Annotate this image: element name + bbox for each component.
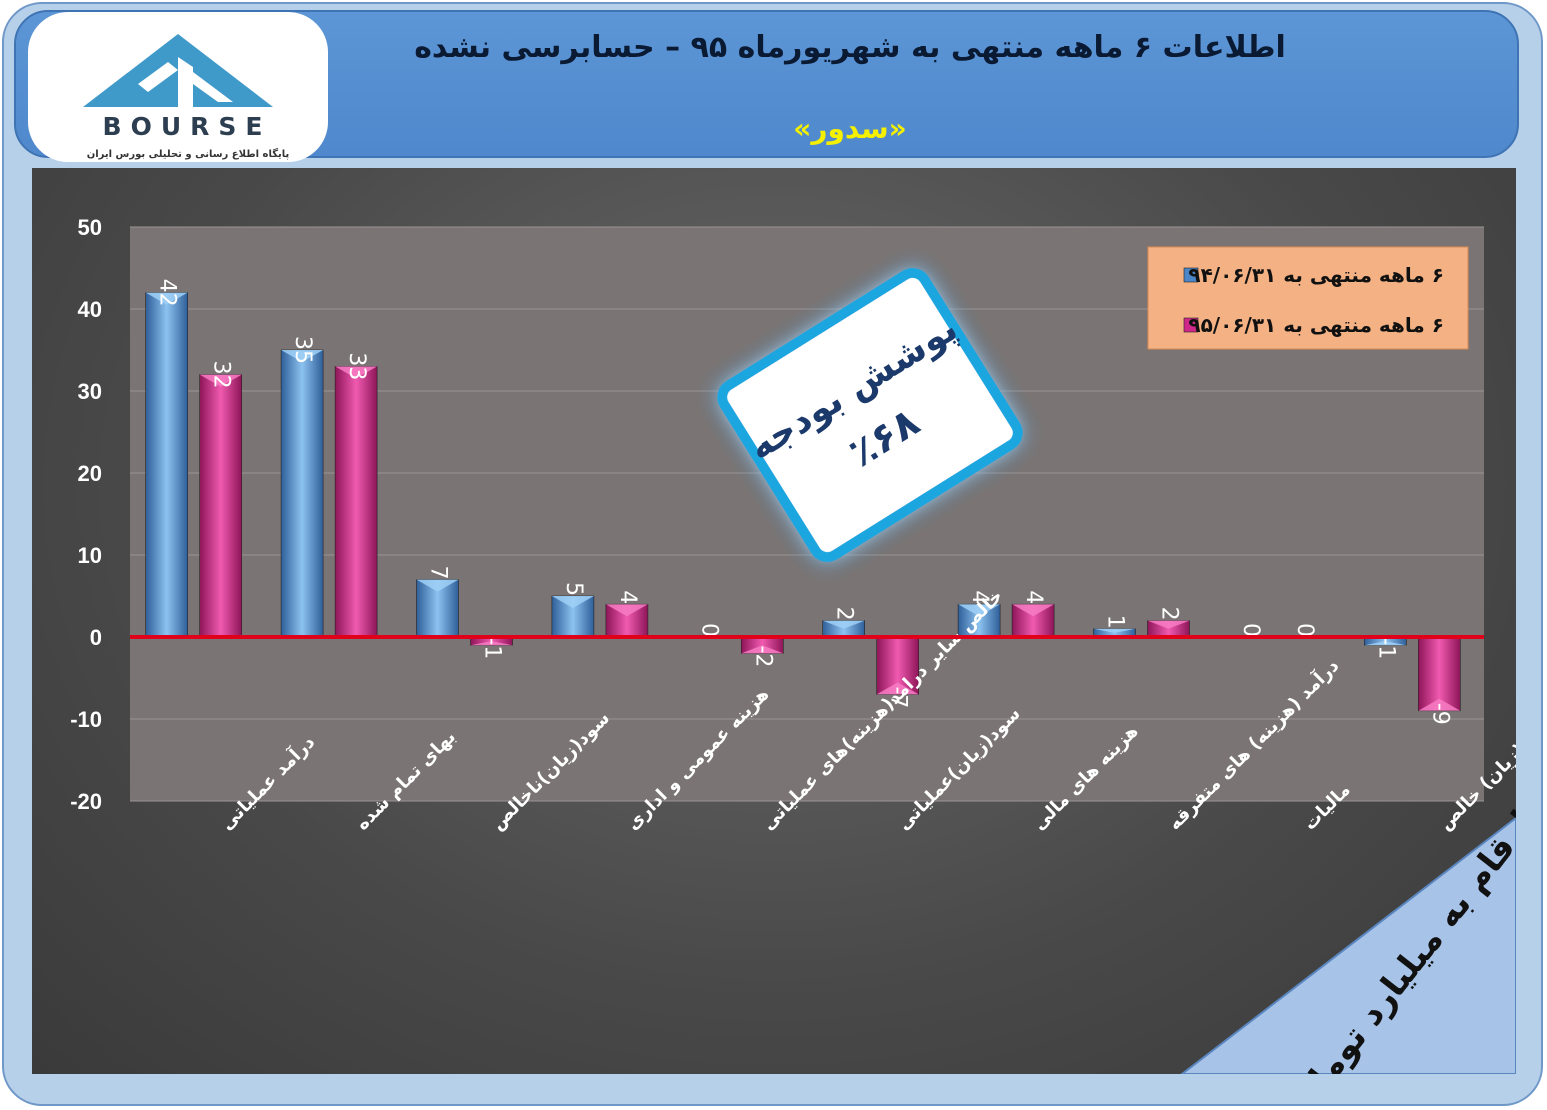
data-label: 1 <box>1103 615 1128 629</box>
data-label: 5 <box>561 582 586 596</box>
badge-box <box>717 267 1023 563</box>
legend-entry: ۶ ماهه منتهی به ۹۴/۰۶/۳۱ <box>1188 263 1444 287</box>
bar-bevel <box>822 620 865 629</box>
bar-bevel <box>1364 641 1407 646</box>
data-label: 4 <box>967 590 992 604</box>
logo-wordmark: BOURSE <box>102 112 272 141</box>
bar <box>957 603 1001 638</box>
data-label: -1 <box>1373 637 1398 659</box>
bar-bevel <box>1093 628 1136 633</box>
bar-bevel <box>470 641 513 646</box>
data-label: 35 <box>290 336 315 364</box>
data-label: 32 <box>209 361 234 389</box>
data-label: 0 <box>1292 623 1317 637</box>
bar-bevel <box>551 596 594 608</box>
bar-bevel <box>199 374 242 387</box>
logo-tagline: پایگاه اطلاع رسانی و تحلیلی بورس ایران <box>86 149 290 160</box>
page-title: اطلاعات ۶ ماهه منتهی به شهریورماه ۹۵ – ح… <box>414 30 1286 65</box>
data-label: 2 <box>1157 607 1182 621</box>
y-tick-label: 40 <box>78 297 102 322</box>
data-label: -2 <box>750 645 775 667</box>
data-label: 33 <box>344 352 369 380</box>
data-label: 4 <box>1021 590 1046 604</box>
budget-badge: پوشش بودجه٪۶۸ <box>717 267 1023 563</box>
data-label: 0 <box>1238 623 1263 637</box>
bar <box>1418 636 1461 712</box>
chart-area: 50 40 30 20 10 0 -10 -20 42 35 7 5 0 2 4 1 0 -1 32 33 -1 4 -2… <box>32 168 1516 1074</box>
bar <box>334 366 378 638</box>
bar-bevel <box>958 604 1001 617</box>
data-label: 7 <box>426 566 451 580</box>
data-label: 0 <box>696 623 721 637</box>
data-label: -1 <box>480 637 505 659</box>
bar-bevel <box>741 645 784 654</box>
units-banner <box>1180 816 1516 1074</box>
bar <box>280 349 324 638</box>
data-label: -7 <box>886 686 911 708</box>
bar-bevel <box>416 579 459 592</box>
y-tick-label: 50 <box>78 215 102 240</box>
bar <box>145 292 188 638</box>
bar-bevel <box>335 366 378 379</box>
data-label: -9 <box>1427 703 1452 725</box>
data-label: 4 <box>615 590 640 604</box>
company-name: «سدور» <box>793 112 907 145</box>
y-tick-label: -10 <box>70 707 102 732</box>
logo-mark-icon <box>83 34 273 107</box>
legend-box <box>1147 246 1469 350</box>
y-tick-label: -20 <box>70 789 102 814</box>
bourse-logo: BOURSE پایگاه اطلاع رسانی و تحلیلی بورس … <box>28 12 328 162</box>
bar-bevel <box>605 604 648 617</box>
y-tick-label: 20 <box>78 461 102 486</box>
bar-bevel <box>1147 620 1190 629</box>
data-label: 2 <box>832 607 857 621</box>
legend-entry: ۶ ماهه منتهی به ۹۵/۰۶/۳۱ <box>1188 313 1444 337</box>
bar-bevel <box>145 292 188 305</box>
bar <box>199 374 242 638</box>
y-tick-label: 0 <box>90 625 102 650</box>
data-label: 42 <box>155 279 180 307</box>
bar-bevel <box>1012 604 1055 617</box>
y-tick-label: 30 <box>78 379 102 404</box>
y-tick-label: 10 <box>78 543 102 568</box>
legend-swatch <box>1183 317 1199 333</box>
bar-bevel <box>281 350 324 362</box>
legend-swatch <box>1183 267 1199 283</box>
bar-bevel <box>876 682 919 695</box>
bar-bevel <box>1418 698 1461 711</box>
